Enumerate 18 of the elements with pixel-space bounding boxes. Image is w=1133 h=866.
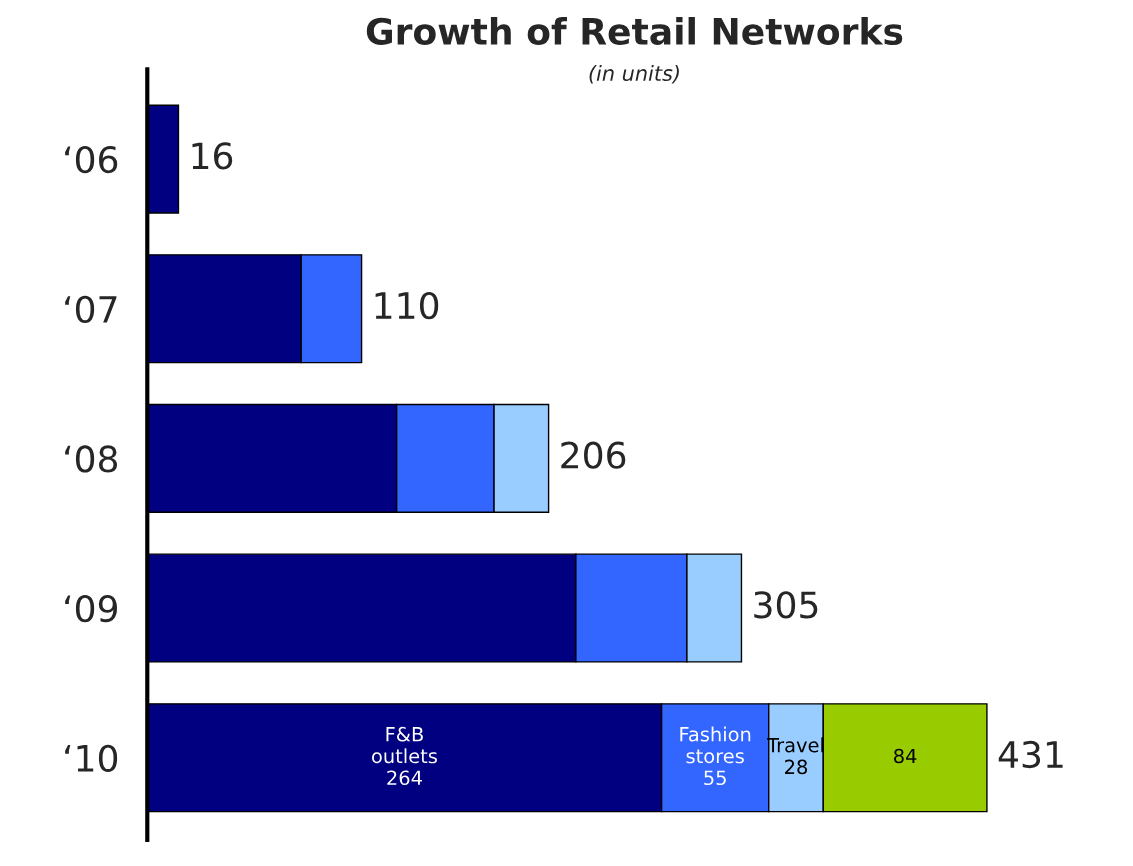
total-label: 431 [998, 740, 1063, 769]
data-label: 264 [387, 770, 422, 786]
data-label: 84 [894, 748, 917, 764]
y-tick-label: ‘07 [65, 295, 117, 323]
total-label: 206 [561, 441, 626, 469]
data-label: 28 [785, 759, 808, 775]
y-tick-label: ‘08 [65, 445, 118, 473]
series-label: F&B outlets [372, 726, 437, 764]
chart-subtitle: (in units) [589, 64, 679, 84]
data-label: 55 [704, 770, 726, 786]
y-tick-label: ‘09 [65, 594, 117, 623]
series-label: Fashion stores [680, 726, 751, 764]
total-label: 305 [754, 591, 818, 619]
chart-title: Growth of Retail Networks [366, 17, 903, 45]
total-label: 110 [375, 291, 439, 320]
y-tick-label: ‘10 [65, 744, 118, 772]
y-tick-label: ‘06 [65, 145, 118, 174]
total-label: 16 [192, 142, 233, 170]
